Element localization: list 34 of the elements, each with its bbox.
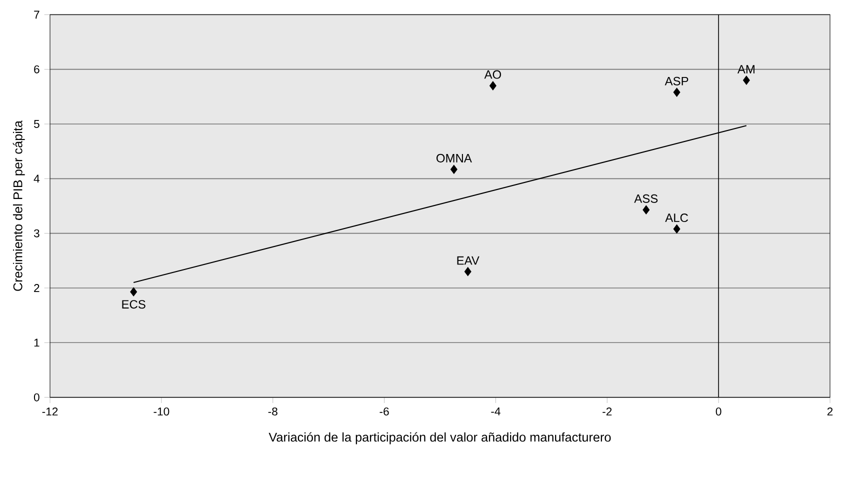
annotation: OMNA: [436, 154, 472, 162]
y-tick-label: 3: [34, 229, 40, 238]
x-tick-label: -8: [268, 408, 278, 416]
point: [673, 88, 680, 97]
y-axis-title: Crecimiento del PIB per cápita: [12, 120, 25, 291]
annotation: AM: [737, 65, 754, 74]
y-tick-label: 1: [34, 338, 40, 347]
annotation: AO: [484, 70, 502, 79]
y-tick-label: 7: [34, 10, 40, 19]
point: [742, 76, 750, 85]
point: [130, 287, 138, 296]
annotation: ALC: [665, 214, 688, 222]
x-tick-label: -2: [602, 408, 612, 416]
x-axis-title: Variación de la participación del valor añadido manufacturero: [268, 432, 611, 444]
y-tick-label: 6: [34, 65, 40, 74]
y-tick-label: 4: [34, 174, 40, 183]
annotation: ECS: [122, 300, 146, 309]
x-tick-label: 2: [827, 408, 833, 416]
point: [673, 224, 680, 234]
annotation: ASS: [634, 194, 658, 203]
y-tick-label: 5: [34, 120, 40, 128]
x-tick-label: -4: [491, 407, 500, 416]
x-tick-label: -12: [42, 408, 58, 416]
y-tick-label: 0: [34, 393, 40, 402]
annotation: EAV: [457, 256, 480, 265]
point: [642, 205, 650, 214]
x-tick-label: 0: [716, 408, 722, 416]
point: [489, 81, 496, 90]
x-tick-label: -10: [154, 408, 170, 416]
annotation: ASP: [664, 76, 688, 86]
point: [450, 164, 458, 174]
y-tick-label: 2: [34, 284, 40, 292]
x-tick-label: -6: [380, 408, 389, 416]
point: [464, 267, 472, 276]
